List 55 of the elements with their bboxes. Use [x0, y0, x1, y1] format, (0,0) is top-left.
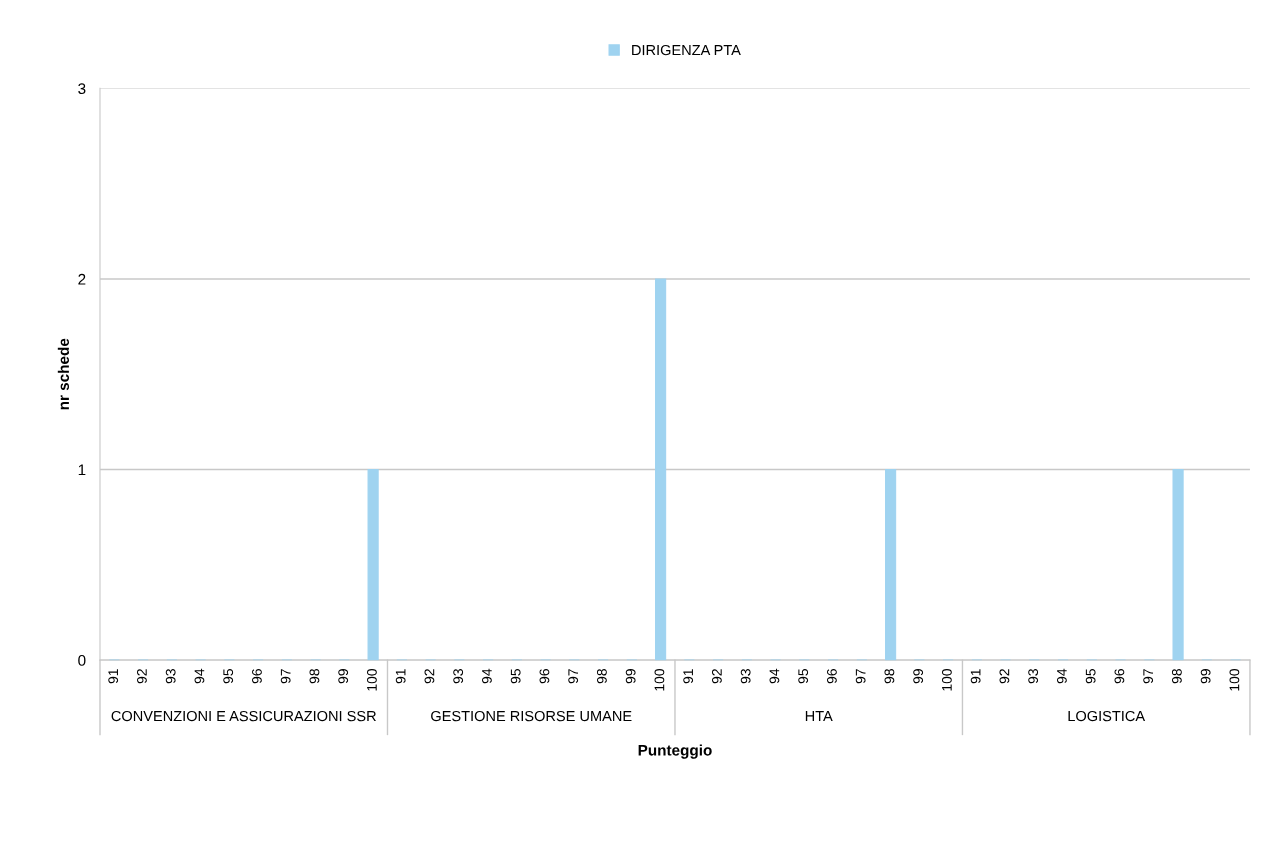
x-tick-label: 100 — [367, 669, 377, 691]
y-tick-label: 2 — [78, 273, 86, 285]
x-tick-label: 94 — [482, 668, 492, 684]
y-axis-title: nr schede — [57, 338, 70, 410]
x-tick-label: 93 — [740, 669, 751, 684]
y-tick-label: 0 — [78, 655, 86, 666]
x-tick-label: 97 — [280, 669, 291, 684]
x-tick-label: 92 — [711, 669, 722, 684]
x-axis-title: Punteggio — [638, 744, 712, 759]
x-tick-label: 100 — [1229, 669, 1240, 691]
x-tick-label: 93 — [453, 669, 464, 684]
bar — [367, 469, 379, 661]
x-tick-label: 97 — [1143, 669, 1154, 684]
x-tick-label: 99 — [625, 669, 636, 684]
text: CONVENZIONI E ASSICURAZIONI SSR — [111, 710, 376, 722]
x-tick-label: 99 — [338, 669, 349, 684]
x-tick-label: 94 — [194, 668, 205, 684]
x-tick-label: 92 — [999, 669, 1010, 684]
x-tick-label: 96 — [539, 669, 550, 684]
x-tick-label: 98 — [309, 669, 320, 684]
x-tick-label: 99 — [913, 669, 924, 684]
x-tick-label: 100 — [654, 669, 665, 691]
x-tick-label: 97 — [568, 669, 579, 684]
x-tick-label: 92 — [424, 669, 435, 684]
x-tick-label: 98 — [884, 669, 895, 684]
bar — [1172, 469, 1184, 661]
x-tick-label: 91 — [395, 669, 406, 684]
legend-label: DIRIGENZA PTA — [632, 44, 741, 56]
x-tick-label: 96 — [826, 669, 837, 684]
x-tick-label: 91 — [108, 669, 119, 684]
y-tick-label: 3 — [78, 83, 86, 95]
text: GESTIONE RISORSE UMANE — [431, 710, 632, 722]
x-tick-label: 94 — [1056, 668, 1067, 684]
x-tick-label: 93 — [1028, 669, 1039, 684]
text: LOGISTICA — [1068, 710, 1146, 722]
x-tick-label: 100 — [941, 669, 952, 691]
x-tick-label: 96 — [252, 669, 262, 684]
x-tick-label: 95 — [1085, 669, 1096, 684]
bar — [655, 278, 667, 661]
x-tick-label: 97 — [855, 669, 866, 684]
x-tick-label: 95 — [510, 669, 521, 684]
x-tick-label: 94 — [769, 668, 780, 684]
x-tick-label: 92 — [137, 669, 147, 684]
x-tick-label: 96 — [1114, 669, 1125, 684]
x-tick-label: 95 — [798, 669, 809, 684]
bar — [885, 469, 897, 661]
x-tick-label: 98 — [596, 669, 607, 684]
text: HTA — [805, 711, 833, 722]
x-tick-label: 91 — [970, 669, 981, 684]
x-tick-label: 98 — [1171, 669, 1182, 684]
y-tick-label: 1 — [78, 464, 86, 476]
x-tick-label: 93 — [165, 669, 176, 684]
x-tick-label: 99 — [1200, 669, 1211, 684]
x-tick-label: 91 — [683, 669, 694, 684]
x-tick-label: 95 — [223, 669, 234, 684]
